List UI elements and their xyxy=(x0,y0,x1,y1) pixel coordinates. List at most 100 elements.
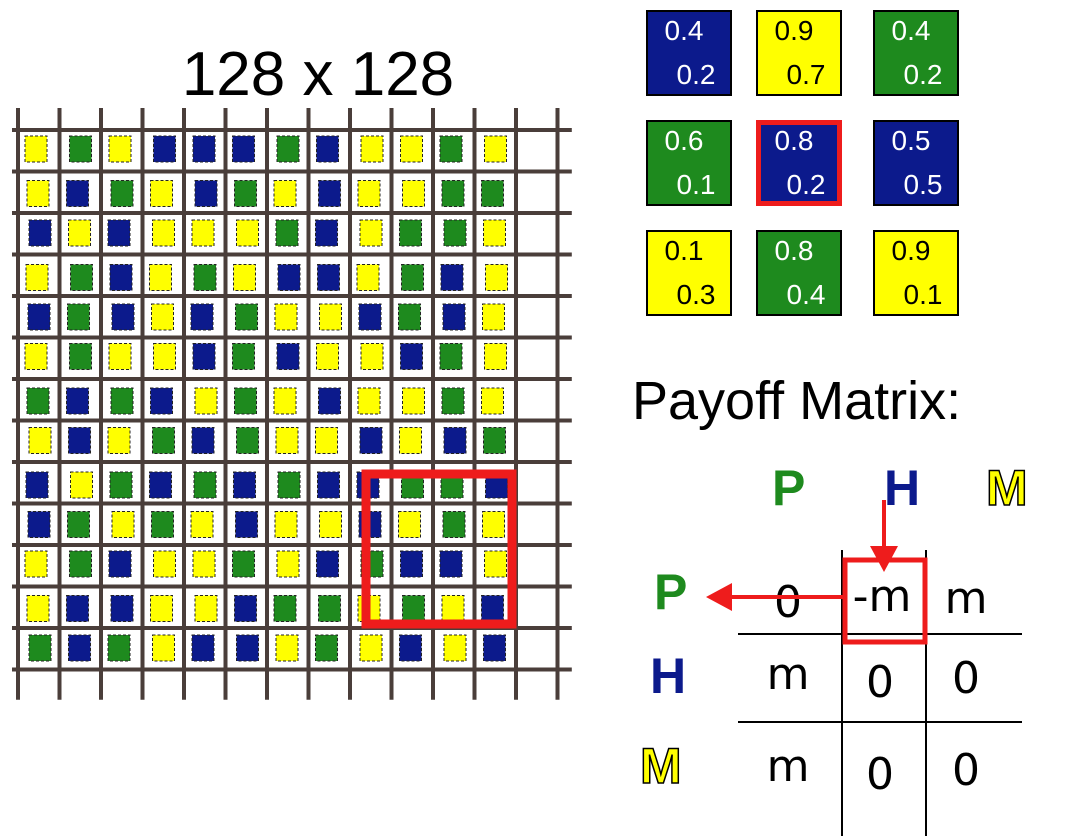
grid-agent-p xyxy=(234,180,257,207)
grid-agent-h xyxy=(109,264,133,291)
grid-agent-m xyxy=(24,135,48,163)
grid-agent-p xyxy=(360,550,384,578)
grid-agent-p xyxy=(439,135,463,163)
grid-agent-h xyxy=(111,303,135,331)
grid-agent-h xyxy=(481,595,504,622)
grid-agent-p xyxy=(276,135,300,163)
grid-agent-h xyxy=(232,135,255,163)
tile-value-bottom: 0.5 xyxy=(903,169,943,200)
grid-agent-m xyxy=(107,427,131,454)
grid-agent-m xyxy=(484,135,507,163)
grid-agent-h xyxy=(108,550,132,578)
tile-value-top: 0.4 xyxy=(891,15,931,46)
grid-agent-h xyxy=(359,427,383,454)
cell-m-m: 0 xyxy=(952,745,980,796)
grid-agent-p xyxy=(109,471,133,499)
grid-agent-p xyxy=(441,387,465,415)
grid-agent-m xyxy=(482,511,505,538)
grid-agent-h xyxy=(27,511,51,538)
grid-agent-m xyxy=(153,550,176,578)
grid-agent-m xyxy=(360,343,384,370)
grid-agent-h xyxy=(318,180,341,207)
payoff-matrix-title: Payoff Matrix: xyxy=(632,371,962,431)
grid-agent-p xyxy=(315,634,338,662)
grid-agent-h xyxy=(149,471,172,499)
grid-agent-h xyxy=(192,135,216,163)
grid-agent-p xyxy=(28,634,52,662)
grid-agent-h xyxy=(440,264,464,291)
grid-agent-h xyxy=(66,180,89,207)
cell-p-p: 0 xyxy=(774,577,802,628)
grid-agent-m xyxy=(400,135,423,163)
grid-agent-m xyxy=(357,595,381,622)
cell-p-h: -m xyxy=(852,571,912,622)
grid-agent-m xyxy=(149,264,172,291)
grid-agent-h xyxy=(150,387,173,415)
grid-agent-m xyxy=(70,471,93,499)
grid-agent-h xyxy=(358,511,382,538)
tile-8: 0.8 0.4 xyxy=(756,230,842,316)
grid-agent-m xyxy=(24,550,48,578)
grid-agent-p xyxy=(481,180,504,207)
grid-agent-m xyxy=(359,634,383,662)
grid-agent-m xyxy=(274,303,298,331)
row-label-p: P xyxy=(654,564,688,620)
tile-value-top: 0.8 xyxy=(774,235,814,266)
grid-agent-m xyxy=(233,264,256,291)
grid-agent-h xyxy=(315,219,338,247)
row-label-h: H xyxy=(650,648,687,704)
grid-agent-p xyxy=(232,550,255,578)
tile-value-bottom: 0.2 xyxy=(676,59,716,90)
grid-agent-m xyxy=(24,343,48,370)
tile-6: 0.5 0.5 xyxy=(873,120,959,206)
grid-agent-m xyxy=(152,634,175,662)
grid-agent-h xyxy=(110,595,134,622)
grid-agent-m xyxy=(274,511,298,538)
grid-agent-m xyxy=(319,511,342,538)
grid-agent-p xyxy=(67,303,90,331)
grid-agent-h xyxy=(317,264,340,291)
grid-agent-m xyxy=(484,550,507,578)
grid-agent-h xyxy=(66,595,89,622)
tile-value-bottom: 0.2 xyxy=(786,169,826,200)
col-label-p: P xyxy=(772,460,806,516)
tile-value-bottom: 0.1 xyxy=(903,279,943,310)
row-label-m: M xyxy=(639,737,682,795)
grid-agent-m xyxy=(28,427,52,454)
grid-agent-h xyxy=(68,634,91,662)
grid-agent-h xyxy=(235,511,258,538)
grid-agent-h xyxy=(442,303,466,331)
grid-agent-h xyxy=(236,634,259,662)
lattice-grid xyxy=(12,108,572,700)
col-label-m: M xyxy=(985,459,1028,517)
grid-agent-m xyxy=(194,387,218,415)
grid-agent-h xyxy=(485,471,508,499)
grid-agent-m xyxy=(151,303,174,331)
row-arrow-head xyxy=(706,583,732,611)
tile-value-top: 0.5 xyxy=(891,125,931,156)
grid-agent-h xyxy=(234,595,257,622)
cell-h-p: m xyxy=(766,649,810,700)
tile-value-top: 0.9 xyxy=(891,235,931,266)
grid-agent-p xyxy=(401,471,424,499)
tile-value-top: 0.6 xyxy=(664,125,704,156)
tile-value-bottom: 0.2 xyxy=(903,59,943,90)
grid-agent-m xyxy=(399,427,422,454)
tile-3: 0.4 0.2 xyxy=(873,10,959,96)
grid-agent-m xyxy=(360,135,384,163)
grid-agent-h xyxy=(25,471,49,499)
grid-agent-p xyxy=(402,595,425,622)
grid-agent-p xyxy=(232,343,255,370)
tile-value-bottom: 0.1 xyxy=(676,169,716,200)
grid-agent-p xyxy=(236,427,259,454)
grid-agent-m xyxy=(192,550,216,578)
grid-agent-h xyxy=(318,387,341,415)
grid-agent-p xyxy=(152,427,175,454)
tile-value-bottom: 0.3 xyxy=(676,279,716,310)
grid-agent-m xyxy=(483,219,506,247)
grid-agent-m xyxy=(111,511,135,538)
grid-agent-p xyxy=(193,471,217,499)
grid-agent-m xyxy=(482,303,505,331)
grid-agent-h xyxy=(66,387,89,415)
grid-agent-h xyxy=(483,634,506,662)
